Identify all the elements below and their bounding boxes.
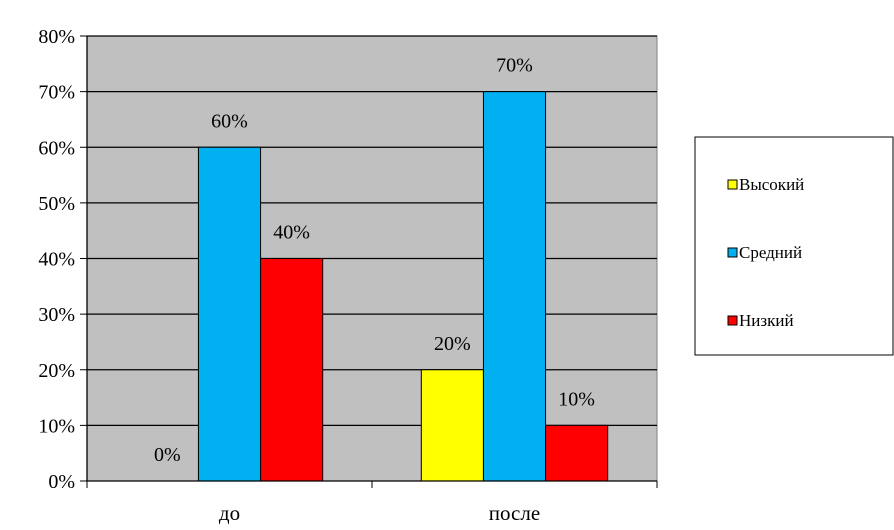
data-label: 40% [273,222,310,244]
bar [482,91,547,482]
data-label: 10% [558,388,595,410]
bar [420,369,484,482]
y-tick-label: 50% [38,193,75,215]
legend-swatch [727,315,738,326]
x-tick-label: после [489,501,540,525]
data-label: 0% [154,444,181,466]
legend-swatch [727,247,738,258]
y-tick-label: 20% [38,360,75,382]
legend-label: Низкий [739,311,794,330]
y-tick-label: 70% [38,82,75,104]
legend: Высокий Средний Низкий [694,136,894,356]
bar [260,258,324,482]
y-tick-label: 40% [38,249,75,271]
bar [197,146,262,482]
legend-swatch [727,179,738,190]
bar [545,424,609,482]
y-tick-label: 10% [38,415,75,437]
y-tick-label: 60% [38,137,75,159]
data-label: 20% [434,333,471,355]
x-tick-label: до [219,501,240,525]
y-tick-label: 0% [48,471,75,493]
y-tick-label: 30% [38,304,75,326]
y-tick-label: 80% [38,26,75,48]
data-labels: 0% 60% 40% 20% 70% 10% [154,55,595,466]
legend-label: Высокий [739,175,804,194]
y-tick-labels: 0% 10% 20% 30% 40% 50% 60% 70% 80% [38,26,75,493]
legend-label: Средний [739,243,802,262]
data-label: 60% [211,110,248,132]
x-tick-labels: до после [219,501,540,525]
axes [80,35,658,488]
bars [197,91,609,482]
data-label: 70% [496,55,533,77]
